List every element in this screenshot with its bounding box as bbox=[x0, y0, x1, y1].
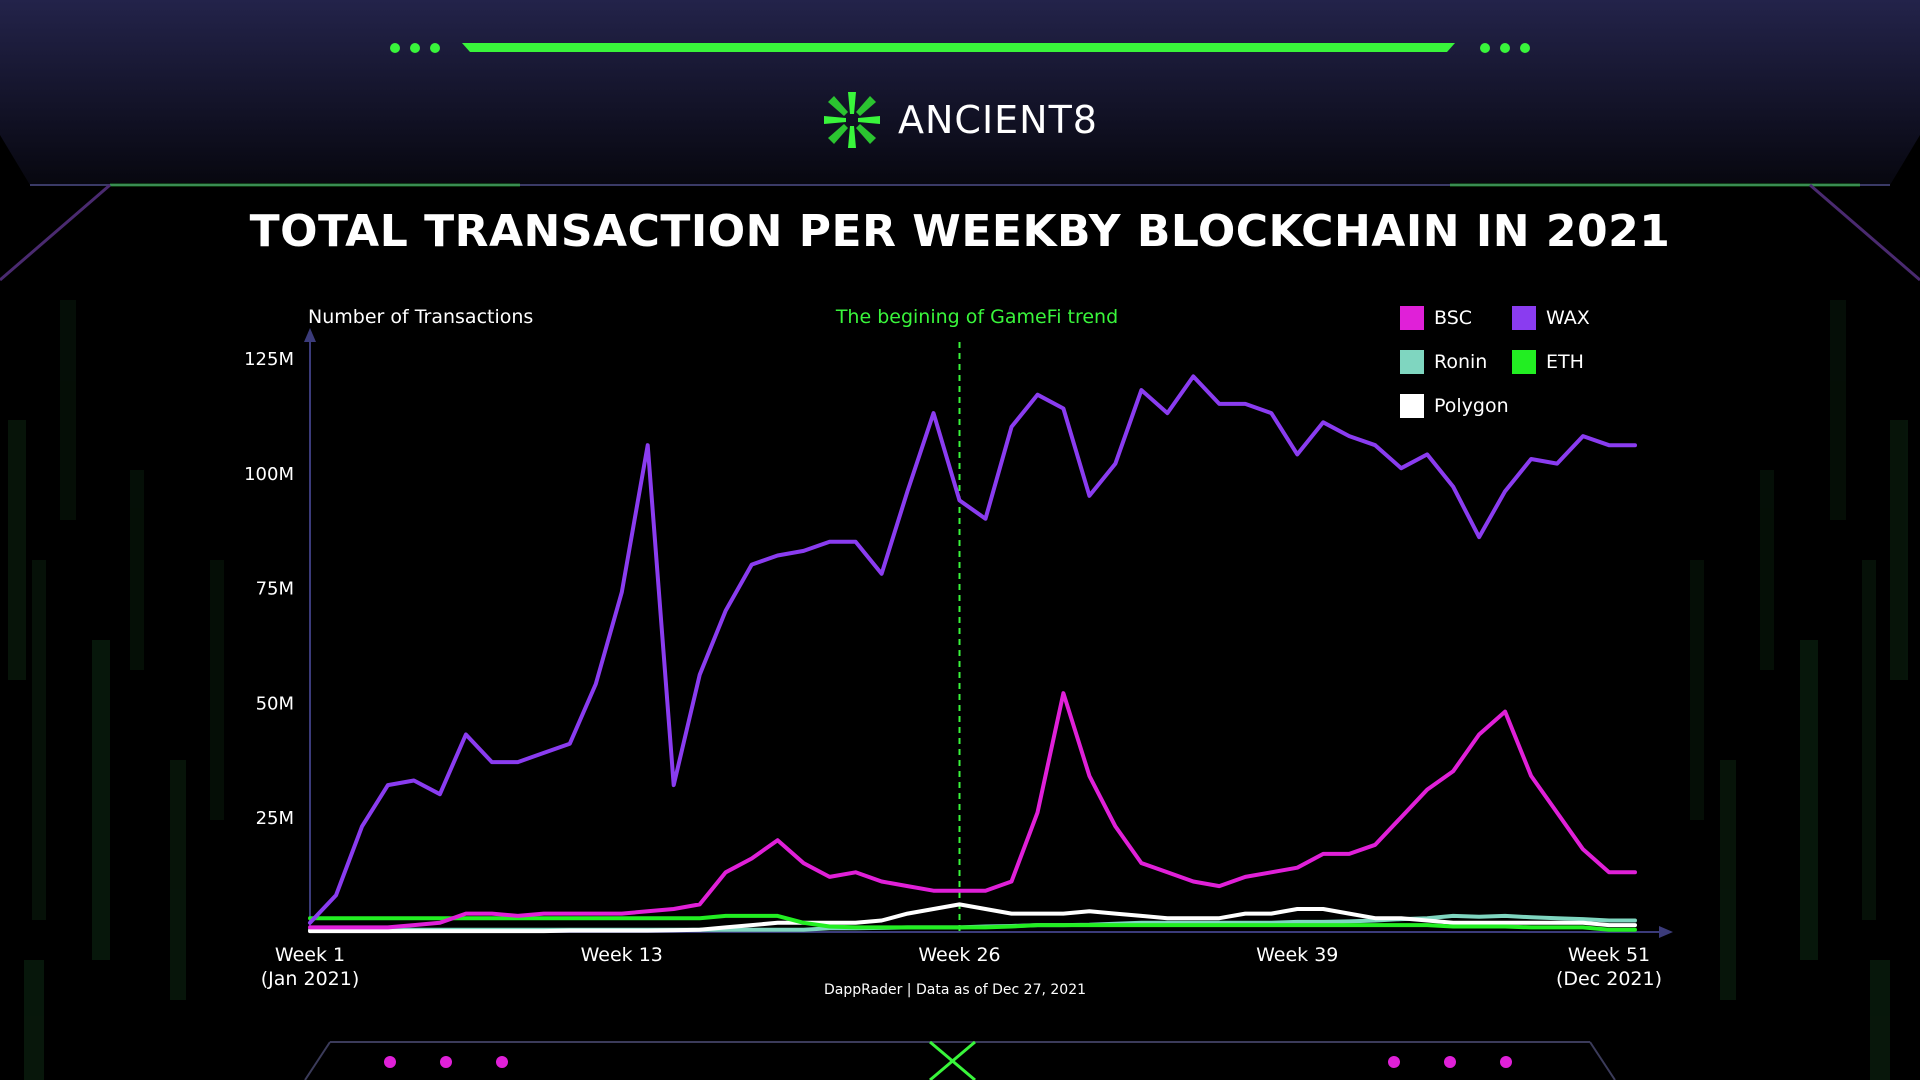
bottom-frame-right-slant bbox=[1589, 1041, 1616, 1080]
x-tick-sublabel: (Dec 2021) bbox=[1556, 968, 1662, 990]
y-tick-label: 125M bbox=[244, 349, 294, 370]
chart-series bbox=[308, 374, 1637, 934]
y-tick-label: 50M bbox=[256, 693, 294, 714]
gamefi-annotation-label: The begining of GameFi trend bbox=[835, 306, 1118, 328]
legend-label: Ronin bbox=[1434, 351, 1488, 373]
top-glow-bar bbox=[462, 43, 1455, 52]
bottom-dots-right bbox=[1388, 1056, 1512, 1068]
legend-item-wax: WAX bbox=[1512, 305, 1612, 331]
y-axis-label: Number of Transactions bbox=[308, 306, 533, 328]
chart-legend: BSC WAX Ronin ETH Polygon bbox=[1400, 305, 1620, 419]
x-tick-label: Week 51 bbox=[1568, 944, 1650, 966]
frame-corner-left bbox=[0, 183, 111, 282]
top-dots-left bbox=[390, 43, 440, 53]
legend-label: BSC bbox=[1434, 307, 1473, 329]
matrix-rain-left bbox=[8, 300, 224, 1080]
legend-swatch bbox=[1400, 394, 1424, 418]
x-axis-arrow-icon bbox=[1659, 926, 1673, 938]
y-axis-arrow-icon bbox=[304, 328, 316, 342]
x-tick-label: Week 39 bbox=[1256, 944, 1338, 966]
legend-swatch bbox=[1512, 306, 1536, 330]
y-tick-label: 100M bbox=[244, 464, 294, 485]
series-line-bsc bbox=[308, 691, 1637, 930]
chart-ticks: 25M 50M 75M 100M 125M Week 1(Jan 2021) Week 13… bbox=[244, 349, 1662, 990]
series-line-eth bbox=[308, 913, 1637, 932]
x-tick-label: Week 13 bbox=[581, 944, 663, 966]
legend-item-bsc: BSC bbox=[1400, 305, 1512, 331]
chart-axes bbox=[304, 328, 1673, 938]
legend-item-polygon: Polygon bbox=[1400, 393, 1512, 419]
legend-item-ronin: Ronin bbox=[1400, 349, 1512, 375]
bottom-x-mark bbox=[929, 1040, 976, 1080]
series-line-wax bbox=[308, 374, 1637, 925]
series-line-polygon bbox=[308, 902, 1637, 934]
legend-swatch bbox=[1400, 306, 1424, 330]
legend-swatch bbox=[1400, 350, 1424, 374]
legend-swatch bbox=[1512, 350, 1536, 374]
matrix-rain-right bbox=[1690, 300, 1908, 1080]
y-tick-label: 75M bbox=[256, 579, 294, 600]
brand-header: ANCIENT8 bbox=[820, 84, 1098, 156]
brand-name: ANCIENT8 bbox=[898, 98, 1098, 142]
legend-label: WAX bbox=[1546, 307, 1590, 329]
bottom-dots-left bbox=[384, 1056, 508, 1068]
frame-corner-right bbox=[1809, 183, 1920, 282]
legend-label: Polygon bbox=[1434, 395, 1509, 417]
top-dots-right bbox=[1480, 43, 1530, 53]
x-tick-sublabel: (Jan 2021) bbox=[261, 968, 360, 990]
source-note: DappRader | Data as of Dec 27, 2021 bbox=[824, 982, 1086, 998]
x-tick-label: Week 26 bbox=[918, 944, 1000, 966]
y-tick-label: 25M bbox=[256, 808, 294, 829]
chart-title: TOTAL TRANSACTION PER WEEKBY BLOCKCHAIN … bbox=[249, 206, 1671, 257]
legend-label: ETH bbox=[1546, 351, 1584, 373]
bottom-frame-left-slant bbox=[304, 1041, 331, 1080]
x-tick-label: Week 1 bbox=[275, 944, 345, 966]
legend-item-eth: ETH bbox=[1512, 349, 1612, 375]
ancient8-logo-icon bbox=[824, 92, 880, 148]
